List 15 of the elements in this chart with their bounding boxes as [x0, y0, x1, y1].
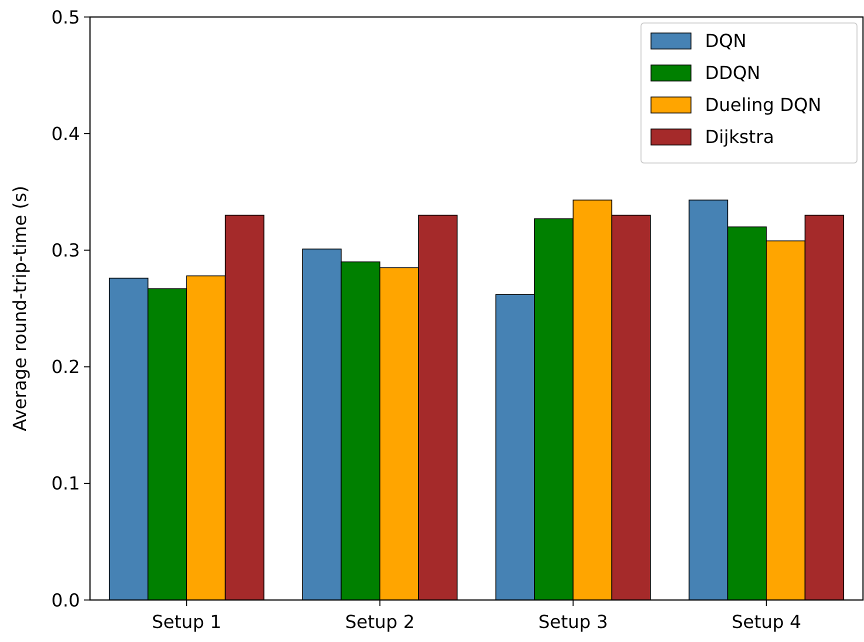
x-tick-label: Setup 4	[732, 612, 802, 633]
x-tick-label: Setup 3	[538, 612, 608, 633]
y-tick-label: 0.2	[51, 357, 80, 378]
y-tick-label: 0.1	[51, 474, 80, 495]
legend-label: Dueling DQN	[705, 95, 822, 116]
y-tick-label: 0.3	[51, 240, 80, 262]
legend-label: Dijkstra	[705, 127, 774, 148]
x-tick-label: Setup 1	[152, 612, 222, 633]
y-tick-label: 0.0	[51, 590, 80, 612]
legend-label: DDQN	[705, 63, 760, 84]
y-axis-title: Average round-trip-time (s)	[10, 186, 31, 432]
y-tick-label: 0.4	[51, 124, 80, 145]
x-tick-label: Setup 2	[345, 612, 415, 633]
legend-label: DQN	[705, 31, 746, 52]
y-tick-label: 0.5	[51, 7, 80, 28]
